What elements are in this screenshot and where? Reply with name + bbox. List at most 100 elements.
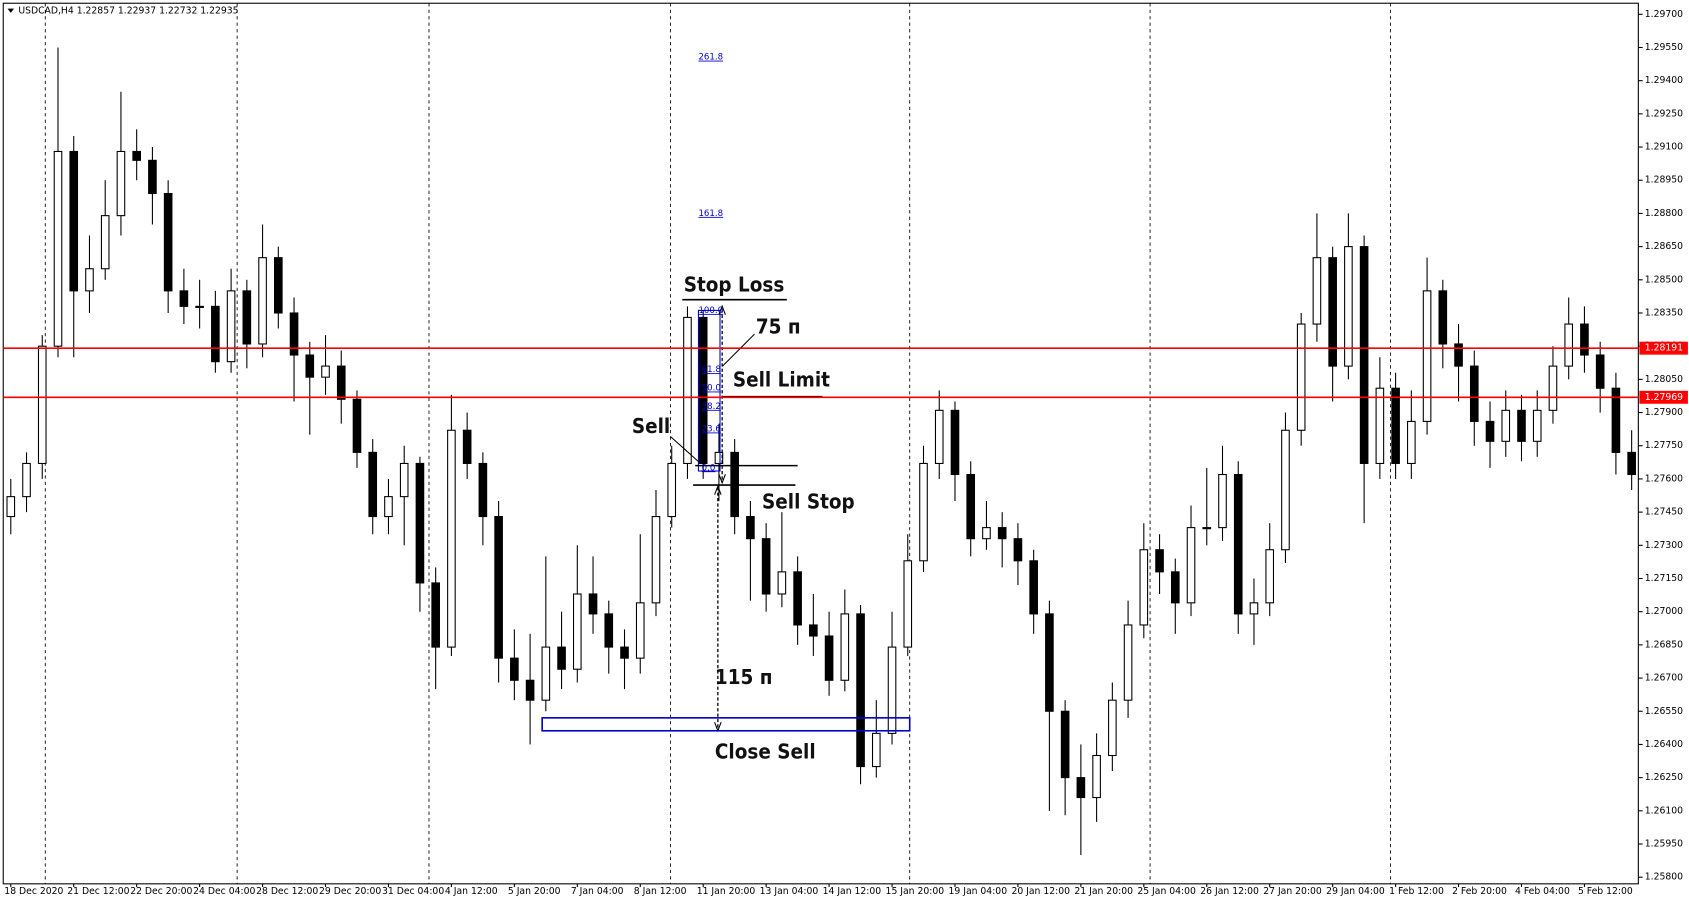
candle-body [305,354,315,378]
candle-body [950,409,960,476]
x-tick-label: 11 Jan 20:00 [697,886,756,897]
candle-body [1249,602,1259,615]
candle-body [1139,549,1149,626]
fib-level-label: 0.0 [702,463,716,473]
close-sell-zone [541,717,911,732]
candle-body [1013,538,1023,562]
y-tick-label: 1.27600 [1645,473,1683,484]
candle-body [22,462,31,498]
chart-title: USDCAD,H4 1.22857 1.22937 1.22732 1.2293… [18,5,238,16]
candle-body [635,602,645,659]
y-tick-label: 1.28500 [1645,274,1683,285]
candle-body [415,462,425,584]
candle-body [1108,699,1117,757]
candle-body [273,257,283,314]
candle-body [352,398,362,453]
price-tag [1639,341,1688,355]
candle-body [746,516,755,540]
x-tick-label: 4 Feb 04:00 [1515,886,1570,897]
candle-body [37,345,47,464]
candle-body [1485,420,1495,442]
candle-body [1564,323,1574,367]
candle-body [683,316,692,464]
candle-body [1218,473,1227,529]
fib-level-label: 38.2 [702,402,721,412]
candle-body [69,150,79,292]
candle-body [1265,549,1275,604]
x-tick-label: 26 Jan 12:00 [1200,886,1259,897]
candle-body [761,538,771,595]
x-tick-label: 2 Feb 20:00 [1452,886,1507,897]
y-tick-label: 1.28800 [1645,208,1683,219]
x-tick-label: 1 Feb 12:00 [1389,886,1444,897]
candle-body [1407,420,1416,464]
candle-body [85,268,94,292]
candle-body [1233,473,1243,615]
candle-body [982,527,991,540]
candle-body [572,593,582,670]
candle-body [336,365,346,400]
candle-body [53,150,63,347]
y-tick-label: 1.27150 [1645,573,1683,584]
y-tick-label: 1.26850 [1645,639,1683,650]
candle-body [478,462,488,518]
candle-body [1611,387,1621,453]
candle-body [132,150,141,161]
y-tick-label: 1.29250 [1645,108,1683,119]
x-tick-label: 4 Jan 12:00 [445,886,498,897]
y-tick-label: 1.25800 [1645,872,1683,883]
annotation: Sell [632,414,670,438]
price-tag-label: 1.27969 [1645,392,1683,403]
x-tick-label: 29 Jan 04:00 [1326,886,1385,897]
fib-level-label: 100.0 [698,306,723,316]
candle-body [1375,387,1385,464]
candle-body [840,613,850,681]
candle-body [384,496,393,518]
menu-triangle[interactable] [7,8,15,13]
candle-body [966,473,976,540]
candle-body [1595,354,1605,389]
candle-body [1469,365,1479,422]
candle-body [871,732,881,768]
candle-body [1123,624,1133,701]
x-tick-label: 21 Dec 12:00 [67,886,129,897]
candle-body [1170,571,1180,604]
fib-level-label: 50.0 [702,384,721,394]
annotation: 115 п [715,665,773,689]
y-tick-label: 1.28950 [1645,175,1683,186]
y-tick-label: 1.27750 [1645,440,1683,451]
candle-body [1281,429,1290,551]
fib-annotations [541,298,911,733]
candle-body [934,409,944,464]
candle-body [887,646,897,734]
candle-body [604,613,614,648]
candle-body [242,290,252,345]
candle-body [1344,246,1353,367]
candle-body [1328,257,1337,367]
candle-body [195,305,204,308]
x-tick-label: 29 Dec 20:00 [319,886,381,897]
candle-body [667,462,677,518]
y-tick-label: 1.28050 [1645,374,1683,385]
fib-level-label: 61.8 [702,365,721,375]
fib-level-label: 161.8 [698,209,723,219]
candle-body [1548,365,1558,411]
candle-body [1076,777,1086,799]
y-tick-label: 1.26550 [1645,706,1683,717]
candle-body [1359,246,1369,464]
y-tick-label: 1.29700 [1645,9,1683,20]
x-tick-label: 25 Jan 04:00 [1137,886,1196,897]
candle-body [1092,754,1101,799]
candle-body [557,646,566,670]
candle-body [148,159,157,195]
candle-body [431,582,440,648]
y-tick-label: 1.25950 [1645,839,1683,850]
candle-body [903,560,913,648]
candle-body [179,290,189,307]
x-tick-label: 19 Jan 04:00 [949,886,1008,897]
y-tick-label: 1.28350 [1645,307,1683,318]
x-tick-label: 31 Dec 04:00 [382,886,444,897]
x-tick-label: 15 Jan 20:00 [886,886,945,897]
